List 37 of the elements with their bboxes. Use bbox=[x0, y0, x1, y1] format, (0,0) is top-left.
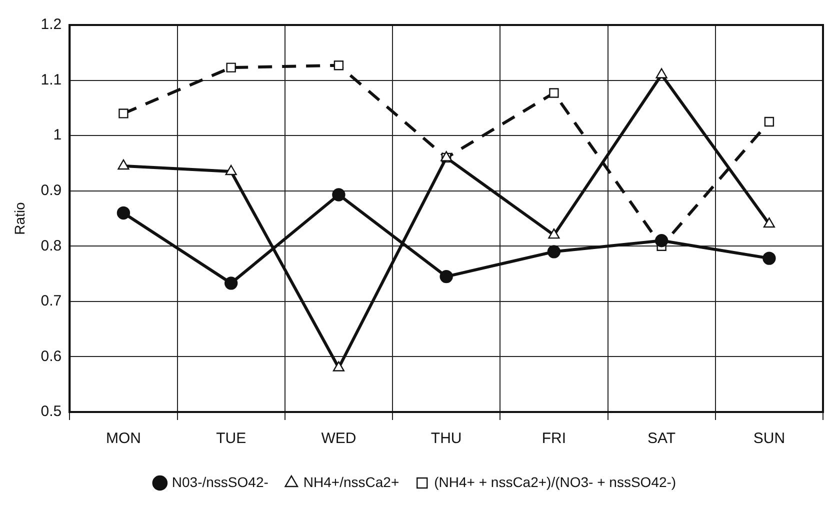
y-tick-label: 0.8 bbox=[40, 237, 62, 254]
point bbox=[440, 270, 453, 284]
y-tick-label: 0.5 bbox=[40, 403, 62, 420]
x-tick-label: TUE bbox=[216, 430, 246, 448]
x-tick-label: MON bbox=[106, 430, 141, 448]
y-tick-label: 0.7 bbox=[40, 292, 62, 310]
point bbox=[764, 116, 774, 127]
x-tick-label: SUN bbox=[753, 430, 786, 448]
x-tick-label: THU bbox=[430, 430, 462, 448]
point bbox=[762, 252, 776, 265]
y-tick-label: 1 bbox=[53, 126, 62, 144]
point bbox=[116, 206, 130, 220]
y-tick-label: 0.9 bbox=[40, 182, 62, 199]
y-tick-label: 0.6 bbox=[40, 348, 62, 365]
legend-label: (NH4+ + nssCa2+)/(NO3- + nssSO42-) bbox=[434, 474, 676, 490]
point bbox=[332, 361, 344, 372]
point bbox=[225, 164, 237, 176]
point bbox=[118, 159, 130, 170]
point bbox=[548, 228, 560, 239]
y-tick-label: 1.1 bbox=[40, 71, 62, 88]
point bbox=[763, 217, 775, 228]
point bbox=[226, 62, 236, 72]
point bbox=[547, 245, 561, 258]
point bbox=[654, 234, 668, 248]
x-tick-label: SAT bbox=[648, 430, 676, 448]
legend-label: N03-/nssSO42- bbox=[172, 474, 269, 490]
legend-label: NH4+/nssCa2+ bbox=[303, 474, 400, 490]
point bbox=[332, 188, 346, 202]
y-axis-title: Ratio bbox=[11, 202, 28, 235]
point bbox=[118, 108, 128, 118]
point bbox=[334, 60, 344, 70]
x-tick-label: WED bbox=[321, 430, 356, 448]
x-tick-label: FRI bbox=[542, 430, 566, 448]
y-tick-label: 1.2 bbox=[40, 16, 62, 34]
point bbox=[549, 88, 559, 98]
point bbox=[656, 68, 668, 78]
point bbox=[224, 276, 238, 290]
